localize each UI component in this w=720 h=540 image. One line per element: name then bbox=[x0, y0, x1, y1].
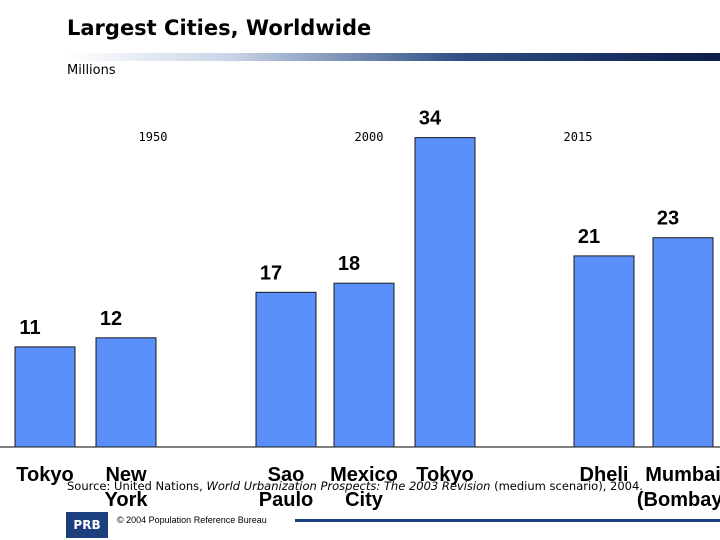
page-title: Largest Cities, Worldwide bbox=[67, 16, 372, 40]
category-label-line: York bbox=[105, 489, 149, 511]
title-divider bbox=[67, 53, 720, 61]
data-label-2000-3: 34 bbox=[419, 108, 442, 130]
category-label-5: Tokyo bbox=[416, 464, 473, 486]
category-label-line: Tokyo bbox=[416, 464, 473, 486]
category-label-line: Sao bbox=[268, 464, 305, 486]
year-label-2000: 2000 bbox=[355, 130, 384, 144]
bar-2000-2 bbox=[333, 282, 395, 448]
footer-credit: © 2004 Population Reference Bureau bbox=[117, 515, 267, 525]
category-label-line: Paulo bbox=[259, 489, 313, 511]
data-label-2015-2: 23 bbox=[657, 208, 679, 230]
bar-chart: 1950 11 Tokyo 12 New York 2000 17 Sao Paulo 18 Mexi… bbox=[0, 108, 720, 511]
data-label-2000-2: 18 bbox=[338, 253, 360, 275]
category-label-3: Sao Paulo bbox=[259, 464, 313, 511]
bar-2000-1 bbox=[255, 291, 317, 448]
category-label-line: New bbox=[105, 464, 147, 486]
category-label-4: Mexico City bbox=[330, 464, 398, 511]
bar-2000-3 bbox=[414, 137, 476, 448]
footer-divider bbox=[295, 519, 720, 522]
source-publication: World Urbanization Prospects: The 2003 R… bbox=[206, 479, 491, 493]
bar-2015-2 bbox=[652, 237, 714, 448]
category-label-1: Tokyo bbox=[16, 464, 73, 486]
category-label-line: Mexico bbox=[330, 464, 398, 486]
category-label-2: New York bbox=[105, 464, 149, 511]
bar-1950-2 bbox=[95, 337, 157, 448]
category-label-6: Dheli bbox=[580, 464, 629, 486]
category-label-line: Mumbai bbox=[645, 464, 720, 486]
prb-logo: PRB bbox=[66, 512, 108, 538]
bar-1950-1 bbox=[14, 346, 76, 448]
data-label-1950-1: 11 bbox=[19, 317, 40, 339]
category-label-line: City bbox=[345, 489, 384, 511]
data-label-2000-1: 17 bbox=[260, 262, 282, 284]
source-prefix: Source: United Nations, bbox=[67, 479, 207, 493]
data-label-2015-1: 21 bbox=[578, 226, 600, 248]
category-label-line: Dheli bbox=[580, 464, 629, 486]
source-note: Source: United Nations, World Urbanizati… bbox=[67, 479, 657, 493]
bar-2015-1 bbox=[573, 255, 635, 448]
category-label-7: Mumbai (Bombay) bbox=[637, 464, 720, 511]
category-label-line: (Bombay) bbox=[637, 489, 720, 511]
source-suffix: (medium scenario), 2004. bbox=[490, 479, 643, 493]
unit-label: Millions bbox=[67, 63, 116, 78]
year-label-2015: 2015 bbox=[564, 130, 593, 144]
data-label-1950-2: 12 bbox=[100, 308, 122, 330]
year-label-1950: 1950 bbox=[139, 130, 168, 144]
category-label-line: Tokyo bbox=[16, 464, 73, 486]
